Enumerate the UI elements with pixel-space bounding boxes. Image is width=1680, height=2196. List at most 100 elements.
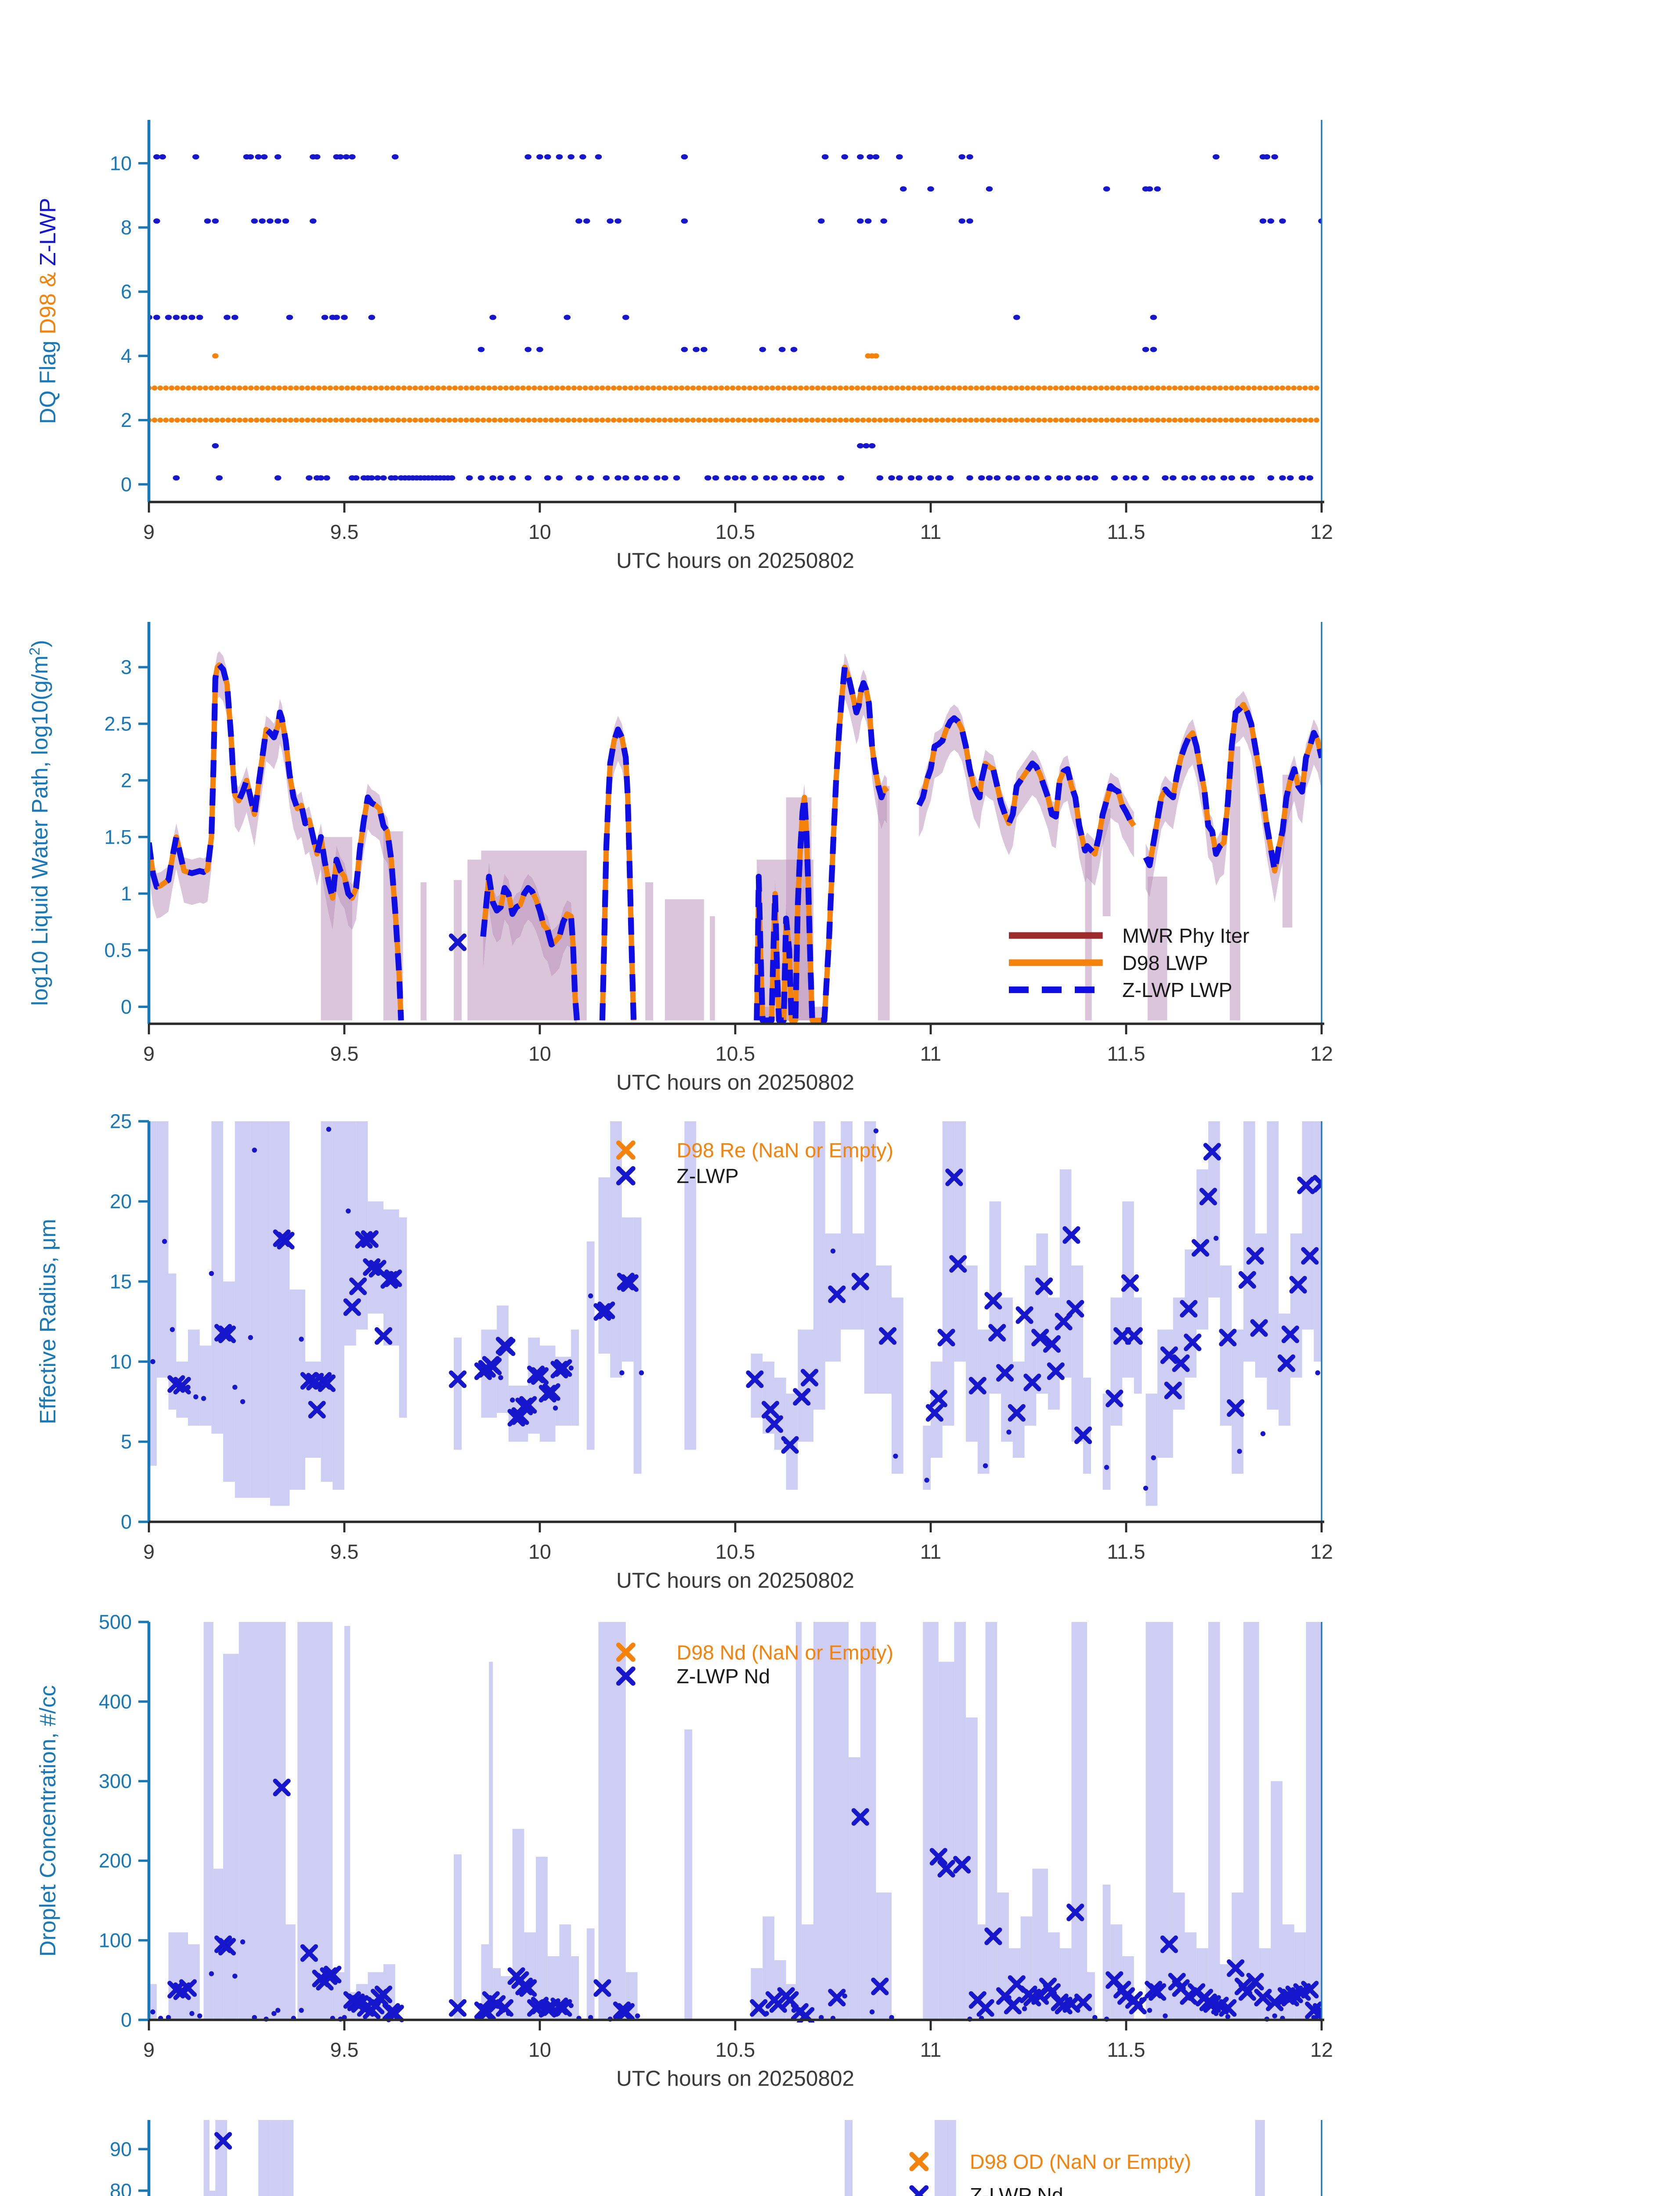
dq-flag-orange-dot (560, 417, 566, 423)
dq-flag-dot (313, 154, 321, 160)
dq-flag-orange-dot (543, 385, 549, 391)
dq-flag-orange-dot (775, 385, 781, 391)
dq-flag-orange-dot (356, 385, 361, 391)
dq-flag-dot (489, 475, 496, 481)
retrieval-dot (170, 1327, 175, 1332)
dq-flag-orange-dot (554, 385, 560, 391)
z-lwp-x-marker (1023, 1373, 1041, 1391)
dq-flag-orange-dot (820, 417, 826, 423)
dq-flag-orange-dot (928, 417, 934, 423)
z-lwp-x-marker (554, 1359, 572, 1377)
dq-flag-dot (622, 314, 629, 320)
z-lwp-x-marker (214, 2132, 232, 2150)
dq-flag-orange-dot (1291, 385, 1297, 391)
retrieval-dot (842, 1993, 847, 1999)
dq-flag-orange-dot (1240, 385, 1246, 391)
dq-flag-orange-dot (1166, 417, 1172, 423)
dq-flag-orange-dot (1104, 417, 1110, 423)
dq-flag-orange-dot (656, 417, 662, 423)
dq-flag-dot (642, 475, 649, 481)
dq-flag-orange-dot (497, 417, 503, 423)
retrieval-dot (1143, 1485, 1149, 1491)
data-layer (214, 2132, 232, 2150)
dq-flag-orange-dot (877, 385, 883, 391)
dq-flag-dot (391, 475, 399, 481)
dq-flag-orange-dot (667, 385, 673, 391)
dq-flag-orange-dot (424, 417, 430, 423)
dq-flag-orange-dot (939, 417, 945, 423)
band-column (1083, 1377, 1091, 1474)
dq-flag-dot (380, 475, 387, 481)
legend-label: D98 Nd (NaN or Empty) (677, 1641, 894, 1664)
y-tick-label: 2 (121, 409, 132, 431)
x-tick-label: 12 (1310, 1540, 1333, 1563)
dq-flag-orange-dot (883, 417, 889, 423)
dq-flag-dot (802, 475, 809, 481)
dq-flag-orange-dot (531, 417, 537, 423)
panel-optical-depth: 010203040506070809099.51010.51111.512UTC… (110, 2120, 1322, 2196)
retrieval-dot (232, 1973, 238, 1979)
z-lwp-x-marker (1246, 1247, 1264, 1265)
dq-flag-dot (524, 475, 532, 481)
dq-flag-dot (1033, 475, 1040, 481)
dq-flag-dot (1228, 475, 1236, 481)
x-tick-label: 10.5 (715, 520, 755, 543)
dq-flag-orange-dot (1104, 385, 1110, 391)
dq-flag-orange-dot (1121, 417, 1127, 423)
dq-flag-orange-dot (1211, 385, 1218, 391)
z-lwp-x-marker (519, 1979, 537, 1997)
dq-flag-orange-dot (934, 385, 940, 391)
dq-flag-orange-dot (968, 385, 974, 391)
dq-flag-orange-dot (815, 385, 821, 391)
z-lwp-x-marker (1066, 1300, 1084, 1318)
legend-label: D98 OD (NaN or Empty) (970, 2150, 1191, 2173)
dq-flag-orange-dot (1053, 385, 1059, 391)
retrieval-dot (830, 1248, 836, 1254)
band-column (168, 1932, 188, 2020)
dq-flag-dot (509, 475, 516, 481)
dq-flag-orange-dot (979, 417, 985, 423)
z-lwp-x-marker (597, 1301, 615, 1319)
dq-flag-orange-dot (197, 417, 203, 423)
dq-flag-orange-dot (1234, 385, 1240, 391)
z-lwp-x-marker (498, 1338, 516, 1356)
z-lwp-x-marker (828, 1989, 846, 2007)
dq-flag-orange-dot (679, 385, 685, 391)
x-tick-label: 9.5 (330, 2038, 359, 2061)
dq-flag-orange-dot (781, 417, 787, 423)
dq-flag-orange-dot (157, 385, 163, 391)
data-layer (149, 154, 1322, 481)
dq-flag-orange-dot (333, 385, 339, 391)
dq-flag-orange-dot (537, 417, 543, 423)
dq-flag-orange-dot (169, 417, 174, 423)
z-lwp-line (1143, 701, 1322, 874)
z-lwp-x-marker (1227, 1399, 1245, 1417)
dq-flag-orange-dot (1059, 417, 1065, 423)
dq-flag-dot (661, 475, 668, 481)
dq-flag-dot (579, 154, 586, 160)
dq-flag-orange-dot (900, 417, 906, 423)
retrieval-dot (326, 1127, 332, 1132)
y-tick-label: 90 (110, 2138, 132, 2160)
dq-flag-orange-dot (231, 385, 237, 391)
dq-flag-dot (587, 475, 594, 481)
dq-flag-orange-dot (900, 385, 906, 391)
dq-flag-dot (216, 475, 223, 481)
band-column (684, 1121, 697, 1450)
dq-flag-orange-dot (1200, 385, 1206, 391)
dq-flag-orange-dot (458, 417, 464, 423)
dq-flag-dot (790, 347, 798, 352)
dq-flag-dot (821, 154, 829, 160)
dq-flag-orange-dot (747, 385, 753, 391)
retrieval-dot (209, 1271, 214, 1276)
dq-flag-orange-dot (157, 417, 163, 423)
dq-flag-orange-dot (809, 417, 815, 423)
z-lwp-x-marker (495, 1999, 514, 2017)
legend-label: Z-LWP Nd (970, 2184, 1063, 2196)
dq-flag-orange-dot (1076, 385, 1081, 391)
dq-flag-orange-dot (957, 417, 962, 423)
dq-flag-orange-dot (322, 417, 328, 423)
dq-flag-orange-dot (543, 417, 549, 423)
x-tick-label: 10.5 (715, 1540, 755, 1563)
